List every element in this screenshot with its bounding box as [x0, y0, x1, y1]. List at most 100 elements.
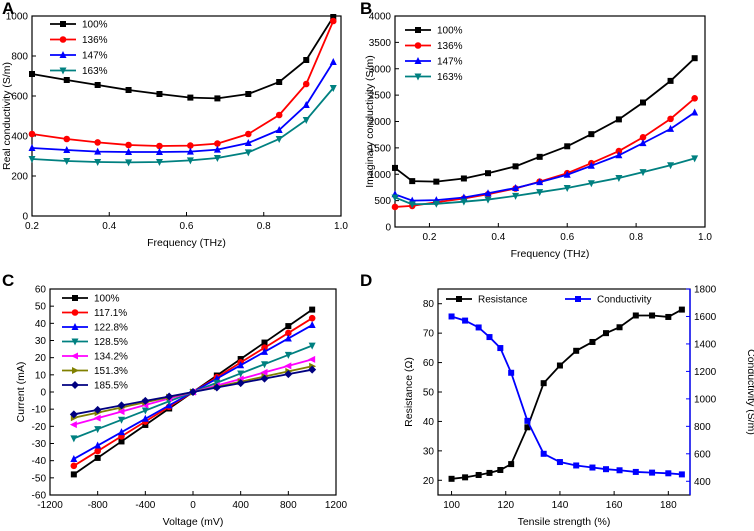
legend-marker: [71, 309, 79, 316]
y-tick-label: 30: [423, 446, 435, 457]
panel-c-label: C: [2, 271, 14, 290]
data-point: [244, 139, 252, 146]
data-point: [667, 115, 674, 123]
data-point: [237, 356, 244, 363]
data-point: [587, 161, 595, 169]
data-point: [309, 306, 316, 313]
data-point: [616, 324, 623, 331]
series-Resistance: [448, 306, 685, 482]
data-point: [667, 124, 675, 132]
y-right-tick-label: 1200: [694, 367, 717, 378]
data-point: [28, 156, 36, 163]
series-136%: [391, 94, 698, 211]
panel-c-chart: -1200 -800 -400 0 400 800 1200-60-50-40-30-20-…: [15, 285, 348, 529]
legend-marker: [456, 296, 462, 302]
data-point: [28, 144, 36, 151]
x-tick-label: 0.2: [25, 221, 39, 232]
data-point: [486, 469, 493, 476]
legend-label: 136%: [82, 35, 108, 46]
data-point: [261, 339, 268, 346]
data-point: [615, 151, 623, 159]
data-point: [141, 396, 150, 405]
data-point: [508, 461, 515, 468]
y-tick-label: 30: [35, 336, 47, 347]
data-point: [409, 178, 416, 185]
data-point: [237, 370, 245, 378]
x-tick-label: -800: [88, 500, 108, 511]
y-tick-label: -20: [32, 422, 47, 433]
legend-marker: [59, 51, 67, 58]
data-point: [536, 153, 543, 160]
panel-b-chart: 0.2 0.4 0.6 0.8 1.0 0 500 1000 1500 2000 2500 3000 3…: [364, 12, 712, 261]
y-tick-label: -60: [32, 491, 47, 502]
data-point: [275, 136, 283, 143]
y-tick-label: 60: [423, 358, 435, 369]
panel-a-chart: 0.2 0.4 0.6 0.8 1.0 0 200 400 600 800 1000 Frequenc…: [1, 12, 348, 250]
y-tick-label: 50: [35, 302, 47, 313]
x-tick-label: 160: [606, 500, 623, 511]
data-point: [475, 471, 482, 478]
data-point: [460, 175, 467, 182]
data-point: [285, 323, 292, 330]
data-point: [187, 142, 194, 149]
panel-b-label: B: [360, 0, 372, 18]
x-tick-label: 100: [443, 500, 460, 511]
data-point: [187, 94, 194, 101]
data-point: [391, 203, 399, 211]
y-tick-label: 800: [11, 52, 28, 63]
y-right-tick-label: 600: [694, 449, 711, 460]
data-point: [603, 330, 609, 337]
data-point: [155, 148, 163, 155]
y-tick-label: 1500: [369, 143, 392, 154]
series-line: [394, 111, 696, 202]
data-point: [212, 383, 221, 392]
y-right-tick-label: 1000: [694, 394, 717, 405]
data-point: [125, 148, 133, 155]
y-tick-label: 40: [423, 417, 435, 428]
legend-marker: [71, 381, 79, 389]
y-tick-label: 2500: [369, 91, 392, 102]
x-axis-label: Frequency (THz): [511, 248, 590, 260]
data-point: [391, 194, 399, 202]
series-line: [31, 20, 335, 147]
y-tick-label: 200: [11, 172, 28, 183]
legend-label: 163%: [82, 66, 108, 77]
data-point: [275, 126, 283, 133]
data-point: [432, 200, 440, 208]
legend-marker: [414, 42, 422, 49]
y-tick-label: 10: [35, 370, 47, 381]
data-point: [236, 379, 245, 388]
data-point: [524, 424, 531, 431]
data-point: [573, 462, 580, 469]
data-point: [486, 334, 493, 341]
data-point: [556, 362, 563, 369]
data-point: [94, 454, 101, 461]
data-point: [615, 174, 623, 182]
x-tick-label: 1200: [325, 500, 348, 511]
data-point: [245, 130, 252, 138]
data-point: [512, 163, 519, 170]
series-147%: [391, 108, 699, 204]
data-point: [118, 428, 125, 436]
data-point: [536, 189, 544, 197]
data-point: [244, 149, 252, 157]
data-point: [691, 55, 698, 62]
y-tick-label: 70: [423, 329, 435, 340]
data-point: [94, 82, 101, 88]
data-point: [214, 95, 221, 102]
data-point: [118, 416, 125, 424]
legend: 100% 117.1% 122.8% 128.5% 134.2% 151.3% 185.5%: [62, 294, 128, 392]
data-point: [284, 334, 292, 342]
series-line: [451, 315, 682, 476]
data-point: [678, 471, 685, 478]
y-tick-label: -30: [32, 439, 47, 450]
data-point: [245, 91, 252, 97]
data-point: [70, 471, 77, 478]
legend-label: Resistance: [478, 295, 528, 306]
data-point: [639, 139, 647, 147]
x-tick-label: 1.0: [334, 221, 348, 232]
data-point: [589, 464, 596, 471]
data-point: [214, 140, 221, 147]
legend-marker: [71, 352, 78, 360]
data-point: [512, 192, 520, 200]
